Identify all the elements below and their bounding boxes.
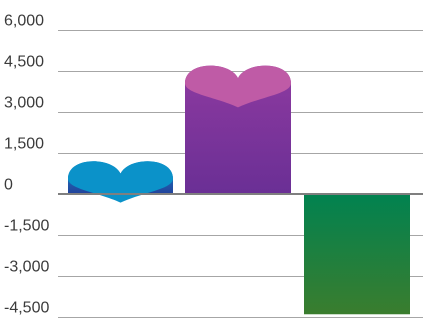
y-tick-label: 0 <box>4 177 13 194</box>
y-tick-label: -3,000 <box>4 259 49 276</box>
bar <box>68 161 173 203</box>
heart-cap <box>68 161 173 203</box>
y-tick-label: 6,000 <box>4 13 44 30</box>
bar <box>304 194 410 315</box>
y-tick-label: 4,500 <box>4 54 44 71</box>
y-tick-label: -4,500 <box>4 300 49 317</box>
y-axis-tick-labels: 6,000 4,500 3,000 1,500 0 -1,500 -3,000 -4,500 <box>4 13 49 317</box>
y-tick-label: 3,000 <box>4 95 44 112</box>
bar-body <box>304 194 410 315</box>
bar <box>185 65 291 194</box>
bars <box>68 65 410 315</box>
y-tick-label: -1,500 <box>4 218 49 235</box>
y-tick-label: 1,500 <box>4 136 44 153</box>
heart-cap <box>185 65 291 108</box>
